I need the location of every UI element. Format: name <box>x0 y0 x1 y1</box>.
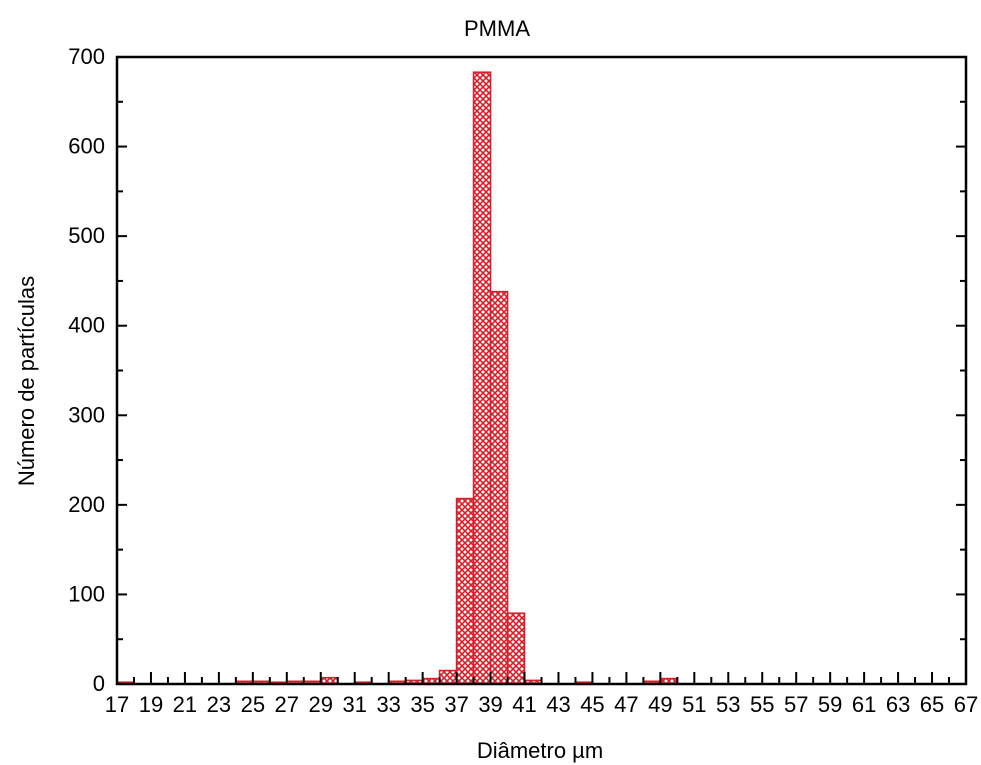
x-tick-label: 37 <box>444 692 468 717</box>
histogram-bar <box>455 497 475 685</box>
x-tick-label: 33 <box>376 692 400 717</box>
y-tick-label: 300 <box>68 402 105 427</box>
histogram-bar <box>506 612 526 685</box>
x-tick-label: 31 <box>342 692 366 717</box>
x-tick-label: 19 <box>139 692 163 717</box>
x-tick-label: 39 <box>478 692 502 717</box>
x-tick-label: 25 <box>241 692 265 717</box>
y-axis: 0 100 200 300 400 500 600 700 <box>68 44 966 696</box>
x-tick-label: 53 <box>716 692 740 717</box>
x-tick-label: 43 <box>546 692 570 717</box>
x-tick-label: 23 <box>207 692 231 717</box>
histogram-bar <box>438 669 458 685</box>
histogram-bar <box>472 71 492 685</box>
x-tick-label: 47 <box>614 692 638 717</box>
x-tick-label: 63 <box>886 692 910 717</box>
x-tick-label: 35 <box>410 692 434 717</box>
bars-layer <box>116 71 679 685</box>
x-tick-label: 45 <box>580 692 604 717</box>
y-tick-label: 700 <box>68 44 105 69</box>
x-tick-label: 17 <box>105 692 129 717</box>
y-tick-label: 200 <box>68 492 105 517</box>
y-tick-label: 500 <box>68 223 105 248</box>
x-tick-label: 29 <box>309 692 333 717</box>
x-tick-label: 59 <box>818 692 842 717</box>
x-tick-label: 67 <box>954 692 978 717</box>
x-tick-label: 41 <box>512 692 536 717</box>
histogram-bar <box>489 290 509 685</box>
x-axis: 17 19 21 23 25 27 29 31 33 35 37 39 41 43 45 47 49 51 53 55… <box>105 672 978 717</box>
x-tick-label: 21 <box>173 692 197 717</box>
y-tick-label: 600 <box>68 134 105 159</box>
x-tick-label: 51 <box>682 692 706 717</box>
x-tick-label: 57 <box>784 692 808 717</box>
y-tick-label: 100 <box>68 581 105 606</box>
y-tick-label: 0 <box>93 671 105 696</box>
x-tick-label: 61 <box>852 692 876 717</box>
x-tick-label: 49 <box>648 692 672 717</box>
y-axis-label: Número de partículas <box>14 276 39 486</box>
x-tick-label: 27 <box>275 692 299 717</box>
y-tick-label: 400 <box>68 313 105 338</box>
x-axis-label: Diâmetro µm <box>477 738 603 763</box>
plot-frame <box>115 55 968 686</box>
chart-title: PMMA <box>464 16 530 41</box>
x-tick-label: 65 <box>920 692 944 717</box>
x-tick-label: 55 <box>750 692 774 717</box>
